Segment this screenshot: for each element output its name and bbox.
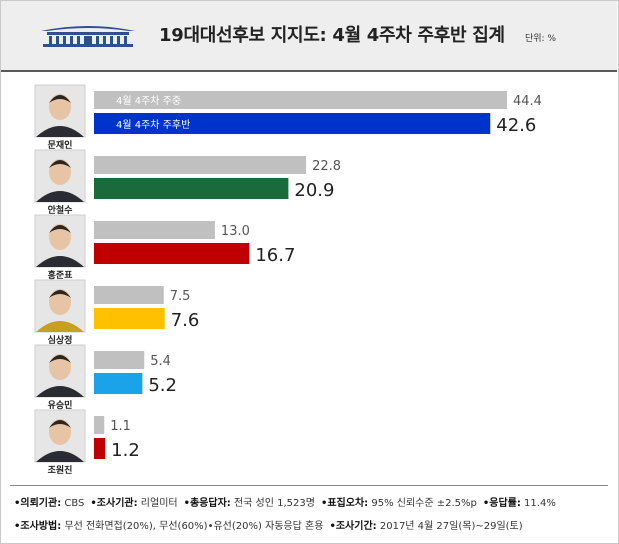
bar-curr-1 xyxy=(94,113,491,134)
candidate-name: 유승민 xyxy=(48,399,73,411)
info-value: 11.4% xyxy=(520,498,556,509)
info-value: 95% 신뢰수준 ±2.5%p xyxy=(368,498,477,509)
bar-curr-3 xyxy=(94,243,250,264)
blue-house-logo-icon xyxy=(41,26,135,47)
info-key: •응답률: xyxy=(482,498,521,509)
bar-curr-5 xyxy=(94,373,143,394)
info-value: 무선 전화면접(20%), 무선(60%)•유선(20%) 자동응답 혼용 xyxy=(61,521,324,532)
value-label-curr: 7.6 xyxy=(171,310,200,331)
candidate-photo-3 xyxy=(34,214,86,268)
candidate-photo-4 xyxy=(34,279,86,333)
candidate-name: 홍준표 xyxy=(48,269,74,281)
value-label-prev: 13.0 xyxy=(221,224,250,239)
info-key: •표집오차: xyxy=(320,498,369,509)
candidate-name: 심상정 xyxy=(48,334,73,346)
candidate-name: 조원진 xyxy=(48,464,73,476)
bar-prev-5 xyxy=(94,351,145,369)
chart-title: 19대대선후보 지지도: 4월 4주차 주후반 집계 xyxy=(159,25,505,46)
value-label-curr: 16.7 xyxy=(255,245,295,266)
bar-prev-3 xyxy=(94,221,215,239)
info-key: •조사방법: xyxy=(14,521,62,532)
info-value: CBS xyxy=(61,498,85,509)
value-label-curr: 42.6 xyxy=(496,115,536,136)
candidate-name: 안철수 xyxy=(48,204,73,216)
info-key: •조사기관: xyxy=(90,498,138,509)
series-label-prev: 4월 4주차 주중 xyxy=(116,95,181,107)
value-label-prev: 7.5 xyxy=(170,289,191,304)
bar-prev-6 xyxy=(94,416,105,434)
info-value: 전국 성인 1,523명 xyxy=(230,498,315,509)
footer-divider xyxy=(10,485,608,486)
candidate-photo-2 xyxy=(34,149,86,203)
header: 19대대선후보 지지도: 4월 4주차 주후반 집계 단위: % xyxy=(1,1,617,72)
bar-curr-4 xyxy=(94,308,165,329)
bar-curr-6 xyxy=(94,438,106,459)
series-label-curr: 4월 4주차 주후반 xyxy=(116,119,190,131)
info-key: •총응답자: xyxy=(183,498,231,509)
info-value: 리얼미터 xyxy=(137,498,178,509)
value-label-prev: 1.1 xyxy=(110,419,131,434)
candidate-photo-5 xyxy=(34,344,86,398)
bar-curr-2 xyxy=(94,178,289,199)
candidate-photo-1 xyxy=(34,84,86,138)
value-label-prev: 22.8 xyxy=(312,159,341,174)
survey-info-line-1: •의뢰기관: CBS •조사기관: 리얼미터 •총응답자: 전국 성인 1,523명… xyxy=(14,494,562,509)
info-key: •조사기간: xyxy=(329,521,377,532)
candidate-photo-6 xyxy=(34,409,86,463)
value-label-curr: 1.2 xyxy=(111,440,140,461)
candidate-name: 문재인 xyxy=(48,139,73,151)
value-label-prev: 5.4 xyxy=(150,354,171,369)
info-key: •의뢰기관: xyxy=(14,498,62,509)
value-label-prev: 44.4 xyxy=(513,94,542,109)
bar-prev-4 xyxy=(94,286,164,304)
info-value: 2017년 4월 27일(목)~29일(토) xyxy=(376,521,523,532)
survey-info: •의뢰기관: CBS •조사기관: 리얼미터 •총응답자: 전국 성인 1,523명… xyxy=(0,486,619,544)
value-label-curr: 5.2 xyxy=(148,375,177,396)
bar-prev-2 xyxy=(94,156,307,174)
unit-label: 단위: % xyxy=(525,34,557,44)
value-label-curr: 20.9 xyxy=(294,180,334,201)
bar-prev-1 xyxy=(94,91,507,109)
survey-info-line-2: •조사방법: 무선 전화면접(20%), 무선(60%)•유선(20%) 자동응… xyxy=(14,517,529,532)
